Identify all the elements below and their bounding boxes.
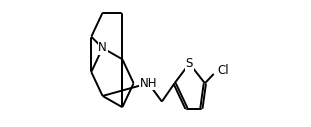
- Text: NH: NH: [140, 77, 157, 90]
- Text: Cl: Cl: [217, 64, 229, 77]
- Text: S: S: [186, 57, 193, 70]
- Text: N: N: [98, 42, 107, 54]
